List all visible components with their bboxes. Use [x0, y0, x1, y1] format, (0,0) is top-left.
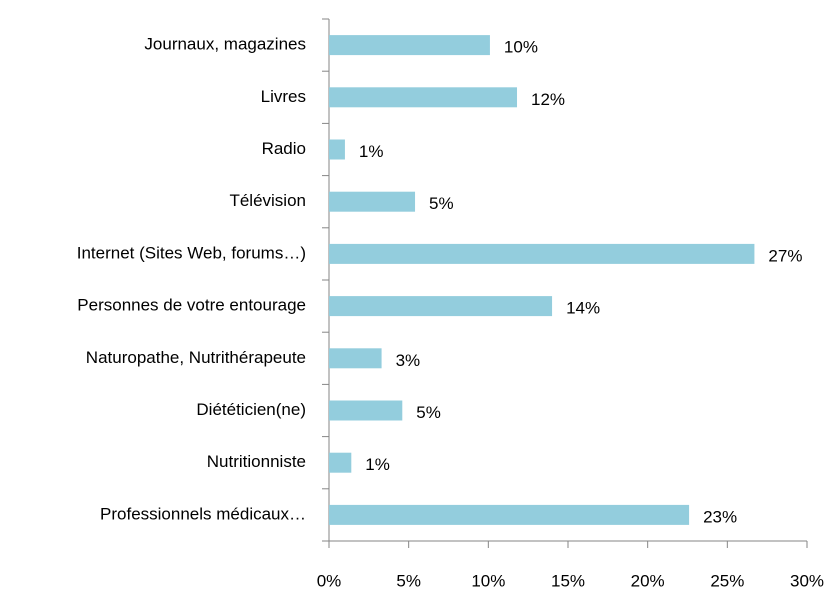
y-tick-label: Nutritionniste [207, 452, 306, 471]
data-label: 10% [504, 38, 538, 57]
bar [329, 296, 553, 317]
y-tick-label: Professionnels médicaux… [100, 504, 306, 523]
bar [329, 400, 403, 421]
y-tick-label: Journaux, magazines [144, 35, 306, 54]
data-label: 23% [703, 507, 737, 526]
data-label: 5% [416, 403, 441, 422]
x-tick-label: 5% [396, 571, 421, 590]
bar [329, 139, 345, 160]
x-tick-label: 15% [551, 571, 585, 590]
x-tick-label: 25% [710, 571, 744, 590]
y-tick-label: Internet (Sites Web, forums…) [77, 243, 306, 262]
data-label: 14% [566, 299, 600, 318]
data-label: 1% [359, 142, 384, 161]
y-tick-label: Personnes de votre entourage [77, 296, 306, 315]
y-tick-label: Livres [261, 87, 306, 106]
bar [329, 452, 352, 473]
data-label: 12% [531, 90, 565, 109]
bar [329, 243, 755, 264]
y-tick-label: Naturopathe, Nutrithérapeute [86, 348, 306, 367]
bar [329, 191, 416, 212]
y-tick-label: Télévision [229, 191, 306, 210]
y-tick-label: Diététicien(ne) [196, 400, 306, 419]
data-label: 5% [429, 194, 454, 213]
bar [329, 348, 382, 369]
bar [329, 35, 490, 56]
data-label: 1% [365, 455, 390, 474]
data-label: 27% [768, 246, 802, 265]
y-tick-label: Radio [262, 139, 306, 158]
x-tick-label: 0% [317, 571, 342, 590]
x-tick-label: 30% [790, 571, 824, 590]
bar [329, 504, 690, 525]
bar [329, 87, 518, 108]
x-tick-label: 20% [631, 571, 665, 590]
data-label: 3% [396, 351, 421, 370]
x-tick-label: 10% [471, 571, 505, 590]
